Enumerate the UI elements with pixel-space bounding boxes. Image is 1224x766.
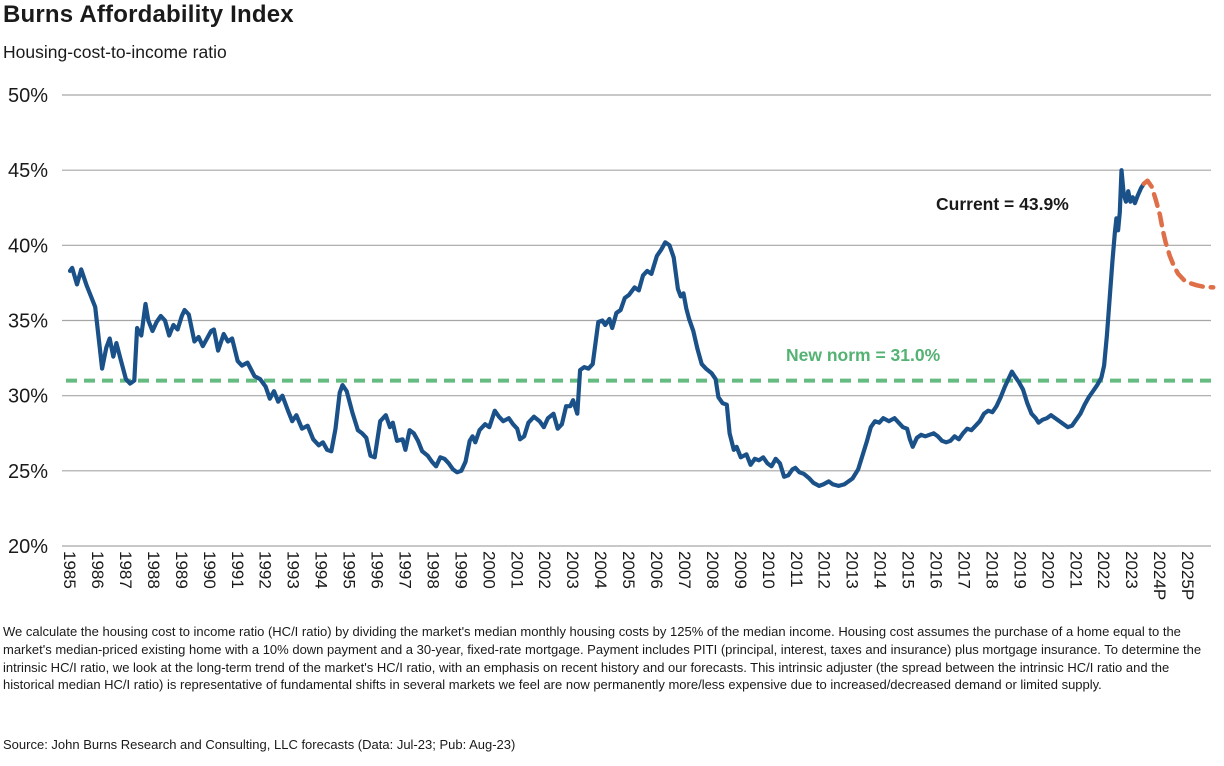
x-axis-tick-label: 2020 [1038, 551, 1057, 589]
x-axis-tick-label: 2001 [507, 551, 526, 589]
x-axis-tick-label: 2013 [843, 551, 862, 589]
x-axis-tick-label: 2014 [871, 551, 890, 589]
x-axis-tick-label: 1997 [395, 551, 414, 589]
x-axis-tick-label: 1985 [60, 551, 79, 589]
y-axis-tick-label: 30% [8, 386, 48, 408]
x-axis-tick-label: 1995 [340, 551, 359, 589]
x-axis-tick-label: 2024P [1150, 551, 1169, 600]
y-axis-tick-label: 45% [8, 160, 48, 182]
x-axis-tick-label: 2009 [731, 551, 750, 589]
methodology-footnote: We calculate the housing cost to income … [3, 624, 1202, 693]
x-axis-tick-label: 2004 [591, 551, 610, 589]
x-axis-tick-label: 2018 [982, 551, 1001, 589]
annotation-new-norm: New norm = 31.0% [786, 345, 941, 365]
x-axis-tick-label: 2017 [954, 551, 973, 589]
x-axis-tick-label: 1992 [256, 551, 275, 589]
x-axis-tick-label: 2023 [1122, 551, 1141, 589]
x-axis-tick-label: 1994 [312, 551, 331, 589]
annotation-current-value: Current = 43.9% [936, 194, 1069, 214]
x-axis-tick-label: 2019 [1010, 551, 1029, 589]
y-axis-tick-label: 20% [8, 536, 48, 558]
series-forecast [1141, 178, 1216, 290]
x-axis-tick-label: 2015 [899, 551, 918, 589]
x-axis-tick-label: 1987 [116, 551, 135, 589]
x-axis-tick-label: 2012 [815, 551, 834, 589]
x-axis-tick-label: 1999 [451, 551, 470, 589]
x-axis-tick-label: 2007 [675, 551, 694, 589]
x-axis-tick-label: 1996 [368, 551, 387, 589]
x-axis-tick-label: 2010 [759, 551, 778, 589]
x-axis-tick-label: 1998 [423, 551, 442, 589]
x-axis-tick-label: 1986 [88, 551, 107, 589]
x-axis-tick-label: 1990 [200, 551, 219, 589]
x-axis-tick-label: 2025P [1178, 551, 1197, 600]
x-axis-tick-label: 2011 [787, 551, 806, 588]
x-axis-tick-label: 2002 [535, 551, 554, 589]
y-axis-tick-label: 40% [8, 235, 48, 257]
chart-subtitle: Housing-cost-to-income ratio [3, 42, 227, 62]
x-axis-tick-label: 2005 [619, 551, 638, 589]
x-axis-tick-label: 2021 [1066, 551, 1085, 589]
x-axis-tick-label: 1991 [228, 551, 247, 589]
y-axis-tick-label: 50% [8, 85, 48, 107]
series-hc-i-ratio-actual [67, 168, 1146, 488]
y-axis-tick-label: 35% [8, 311, 48, 333]
chart-title: Burns Affordability Index [3, 1, 294, 28]
x-axis-tick-label: 2006 [647, 551, 666, 589]
x-axis-tick-label: 2008 [703, 551, 722, 589]
x-axis-tick-label: 2022 [1094, 551, 1113, 589]
x-axis-tick-label: 1989 [172, 551, 191, 589]
affordability-line-chart: 50% 45% 40% 35% 30% 25% 20% 1985 1986 1987 1988 198… [8, 85, 1216, 600]
x-axis-tick-label: 2000 [479, 551, 498, 589]
source-line: Source: John Burns Research and Consulti… [3, 737, 516, 752]
x-axis-tick-label: 1993 [284, 551, 303, 589]
x-axis-tick-label: 1988 [144, 551, 163, 589]
x-axis-tick-label: 2016 [927, 551, 946, 589]
x-axis-tick-label: 2003 [563, 551, 582, 589]
y-axis-tick-label: 25% [8, 461, 48, 483]
